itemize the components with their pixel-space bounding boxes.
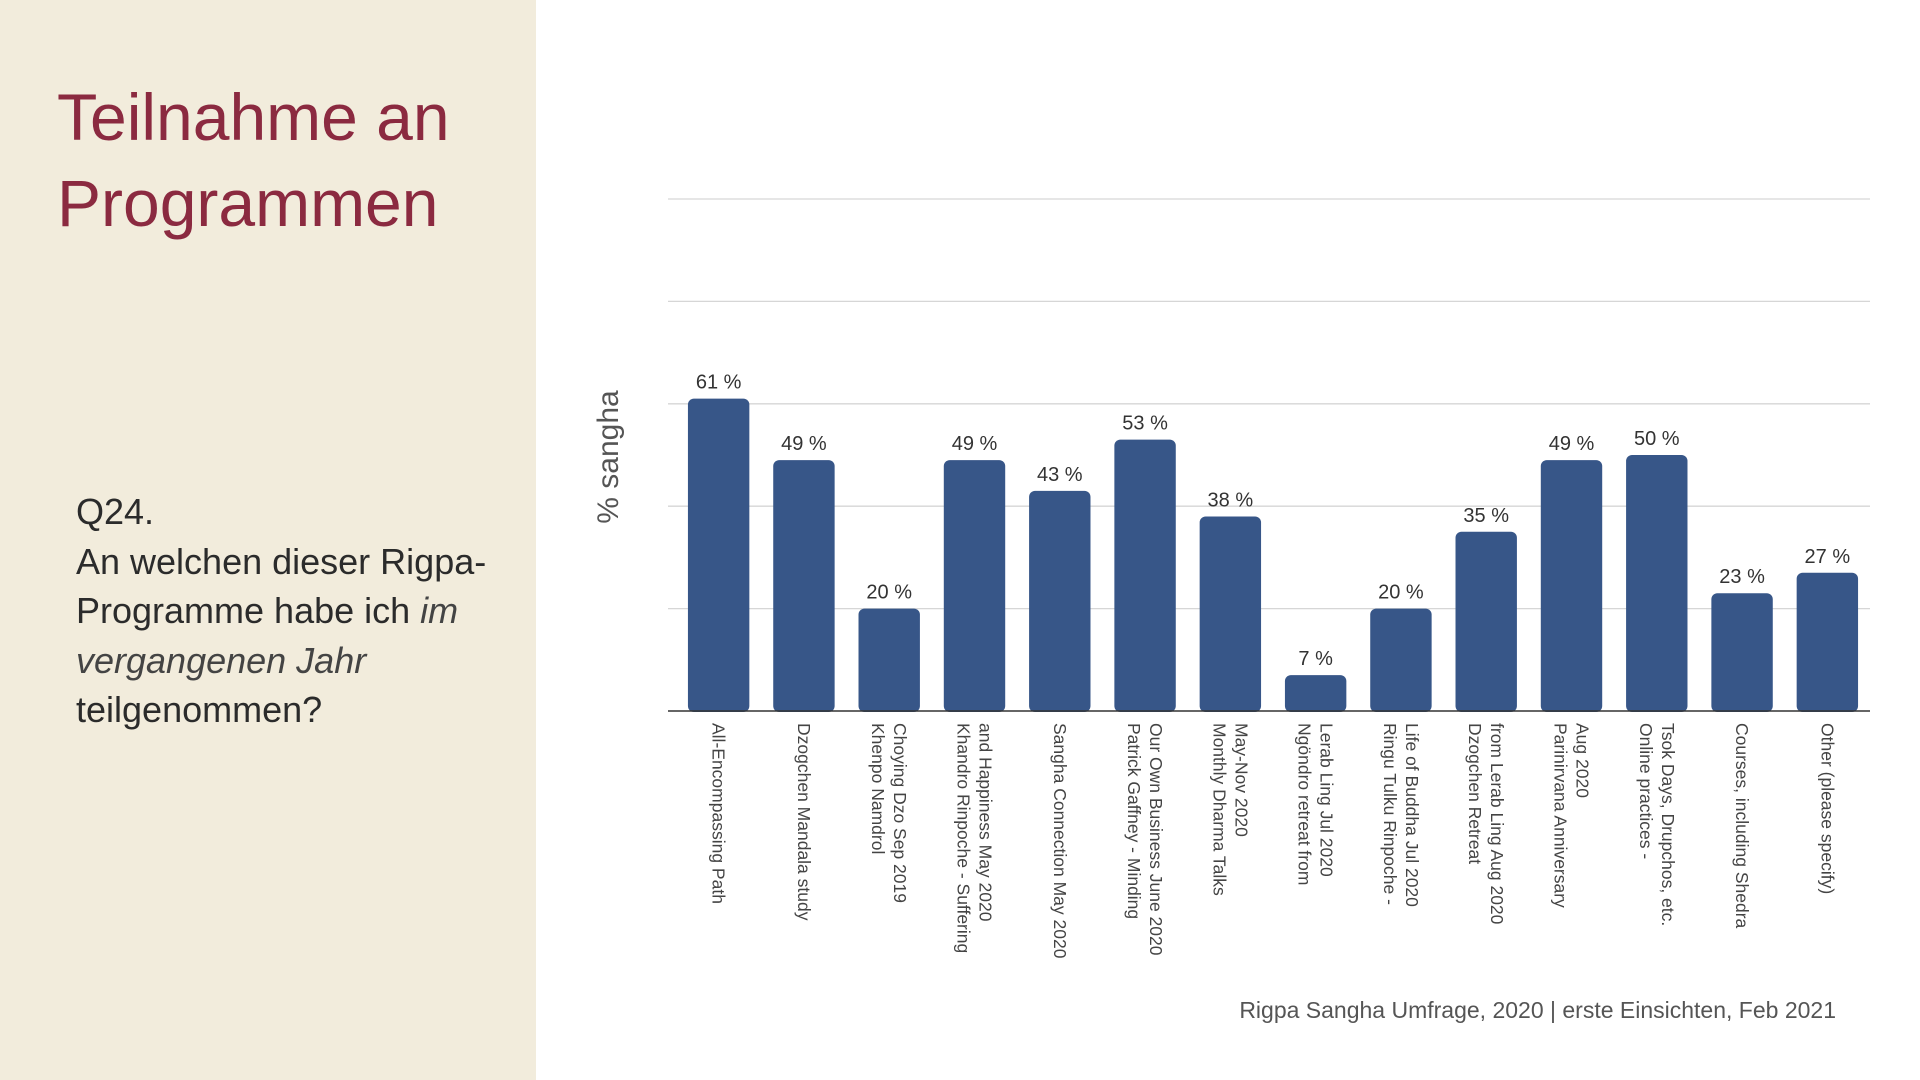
bar <box>858 608 920 712</box>
category-label-line: Our Own Business June 2020 <box>1146 723 1166 956</box>
bar <box>1796 572 1859 712</box>
category-label-line: Khandro Rinpoche - Suffering <box>954 723 974 953</box>
category-label-line: Tsok Days, Drupchos, etc. <box>1658 723 1678 926</box>
data-label: 7 % <box>1298 648 1333 670</box>
category-label-line: Parinirvana Anniversary <box>1551 723 1571 908</box>
data-label: 49 % <box>952 433 998 455</box>
category-label-line: Life of Buddha Jul 2020 <box>1402 723 1422 907</box>
category-label: Ringu Tulku Rinpoche - Life of Buddha Jul… <box>1380 723 1422 907</box>
slide-title: Teilnahme an Programmen <box>57 74 527 246</box>
question-part2: teilgenommen? <box>76 689 323 730</box>
category-label-line: Online practices - <box>1636 723 1656 859</box>
question-number: Q24. <box>76 491 155 532</box>
bar <box>1370 608 1432 712</box>
left-panel: Teilnahme an Programmen Q24. An welchen … <box>0 0 536 1080</box>
category-label: Dzogchen Retreat from Lerab Ling Aug 2020 <box>1465 723 1507 925</box>
category-label: Sangha Connection May 2020 <box>1050 723 1070 959</box>
question-text: Q24. An welchen dieser Rigpa-Programme h… <box>76 487 516 735</box>
category-label-line: Dzogchen Mandala study <box>794 723 814 921</box>
data-label: 50 % <box>1634 428 1680 450</box>
question-emphasis: im vergangenen Jahr <box>76 590 459 681</box>
question-part1: An welchen dieser Rigpa-Programme habe i… <box>76 540 487 632</box>
bar <box>1029 490 1091 712</box>
bar <box>1455 531 1517 712</box>
bar <box>687 398 750 712</box>
category-label-line: Aug 2020 <box>1573 723 1593 798</box>
category-label: All-Encompassing Path <box>709 723 729 904</box>
category-label-line: Ngöndro retreat from <box>1295 723 1315 885</box>
category-label: Patrick Gaffney - Minding Our Own Busines… <box>1124 723 1166 956</box>
data-label: 27 % <box>1805 546 1851 568</box>
bar <box>1626 455 1688 712</box>
data-label: 61 % <box>696 372 742 394</box>
category-label-line: May-Nov 2020 <box>1231 723 1251 837</box>
y-axis-label: % sangha <box>592 390 625 524</box>
category-label-line: All-Encompassing Path <box>709 723 729 904</box>
bar-chart: 61 % All-Encompassing Path 49 % Dzogchen Ma… <box>592 198 1870 959</box>
category-label-line: Monthly Dharma Talks <box>1209 723 1229 896</box>
category-label: Parinirvana Anniversary Aug 2020 <box>1551 723 1593 908</box>
slide-title-line2: Programmen <box>57 166 439 240</box>
category-label: Khenpo Namdrol Choying Dzo Sep 2019 <box>868 723 910 903</box>
bar <box>1114 439 1176 712</box>
category-label-line: Courses, including Shedra <box>1732 723 1752 929</box>
category-label-line: Lerab Ling Jul 2020 <box>1317 723 1337 877</box>
data-label: 20 % <box>866 582 912 604</box>
data-label: 43 % <box>1037 464 1083 486</box>
category-label-line: Ringu Tulku Rinpoche - <box>1380 723 1400 905</box>
data-label: 49 % <box>781 433 827 455</box>
bar <box>1711 593 1773 712</box>
category-label: Monthly Dharma Talks May-Nov 2020 <box>1209 723 1251 896</box>
category-label-line: Dzogchen Retreat <box>1465 723 1485 864</box>
category-label-line: Patrick Gaffney - Minding <box>1124 723 1144 919</box>
bar <box>1199 516 1262 712</box>
bar <box>1540 460 1603 712</box>
category-label-line: from Lerab Ling Aug 2020 <box>1487 723 1507 925</box>
bar <box>1284 675 1347 712</box>
data-label: 23 % <box>1719 566 1765 588</box>
category-label: Khandro Rinpoche - Suffering and Happines… <box>954 723 996 953</box>
data-label: 49 % <box>1549 433 1595 455</box>
category-label-line: Sangha Connection May 2020 <box>1050 723 1070 959</box>
category-label-line: and Happiness May 2020 <box>976 723 996 922</box>
category-label: Other (please specify) <box>1817 723 1837 894</box>
source-note: Rigpa Sangha Umfrage, 2020 | erste Einsi… <box>1239 997 1836 1023</box>
category-label: Courses, including Shedra <box>1732 723 1752 929</box>
category-label: Ngöndro retreat from Lerab Ling Jul 2020 <box>1295 723 1337 885</box>
category-label: Online practices - Tsok Days, Drupchos, e… <box>1636 723 1678 926</box>
category-label-line: Khenpo Namdrol <box>868 723 888 854</box>
bar <box>943 460 1006 712</box>
category-label-line: Other (please specify) <box>1817 723 1837 894</box>
bar <box>773 460 835 712</box>
data-label: 35 % <box>1463 505 1509 527</box>
data-label: 53 % <box>1122 413 1168 435</box>
slide-title-line1: Teilnahme an <box>57 80 450 154</box>
category-label-line: Choying Dzo Sep 2019 <box>890 723 910 903</box>
category-label: Dzogchen Mandala study <box>794 723 814 921</box>
data-label: 38 % <box>1208 489 1254 511</box>
data-label: 20 % <box>1378 582 1424 604</box>
